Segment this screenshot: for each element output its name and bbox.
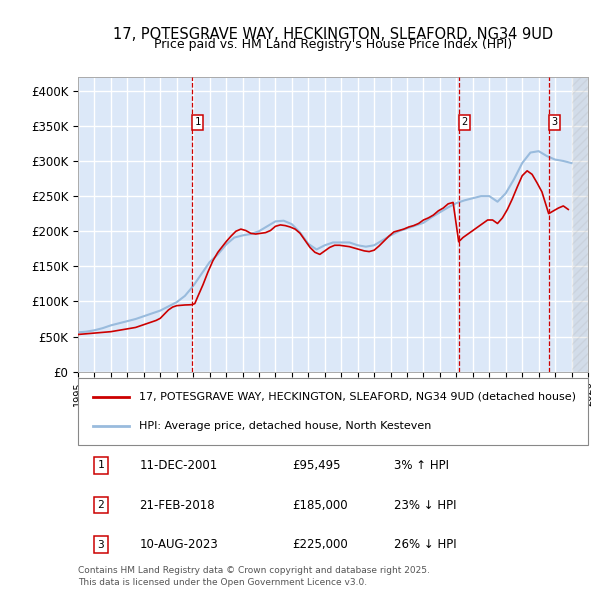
Text: 3: 3 — [98, 540, 104, 550]
Text: 17, POTESGRAVE WAY, HECKINGTON, SLEAFORD, NG34 9UD (detached house): 17, POTESGRAVE WAY, HECKINGTON, SLEAFORD… — [139, 392, 576, 402]
Text: 17, POTESGRAVE WAY, HECKINGTON, SLEAFORD, NG34 9UD: 17, POTESGRAVE WAY, HECKINGTON, SLEAFORD… — [113, 27, 553, 41]
Text: £185,000: £185,000 — [292, 499, 348, 512]
Text: 1: 1 — [194, 117, 201, 127]
Text: £225,000: £225,000 — [292, 538, 348, 551]
Text: 2: 2 — [461, 117, 467, 127]
Text: HPI: Average price, detached house, North Kesteven: HPI: Average price, detached house, Nort… — [139, 421, 431, 431]
Text: 26% ↓ HPI: 26% ↓ HPI — [394, 538, 457, 551]
Bar — [572, 77, 588, 372]
Text: 21-FEB-2018: 21-FEB-2018 — [139, 499, 215, 512]
Text: 3% ↑ HPI: 3% ↑ HPI — [394, 459, 449, 472]
FancyBboxPatch shape — [78, 378, 588, 445]
Text: 3: 3 — [551, 117, 557, 127]
Text: 1: 1 — [98, 460, 104, 470]
Text: 2: 2 — [98, 500, 104, 510]
Text: 23% ↓ HPI: 23% ↓ HPI — [394, 499, 457, 512]
Text: 10-AUG-2023: 10-AUG-2023 — [139, 538, 218, 551]
Text: Contains HM Land Registry data © Crown copyright and database right 2025.
This d: Contains HM Land Registry data © Crown c… — [78, 566, 430, 587]
Text: 11-DEC-2001: 11-DEC-2001 — [139, 459, 217, 472]
Text: £95,495: £95,495 — [292, 459, 341, 472]
Text: Price paid vs. HM Land Registry's House Price Index (HPI): Price paid vs. HM Land Registry's House … — [154, 38, 512, 51]
